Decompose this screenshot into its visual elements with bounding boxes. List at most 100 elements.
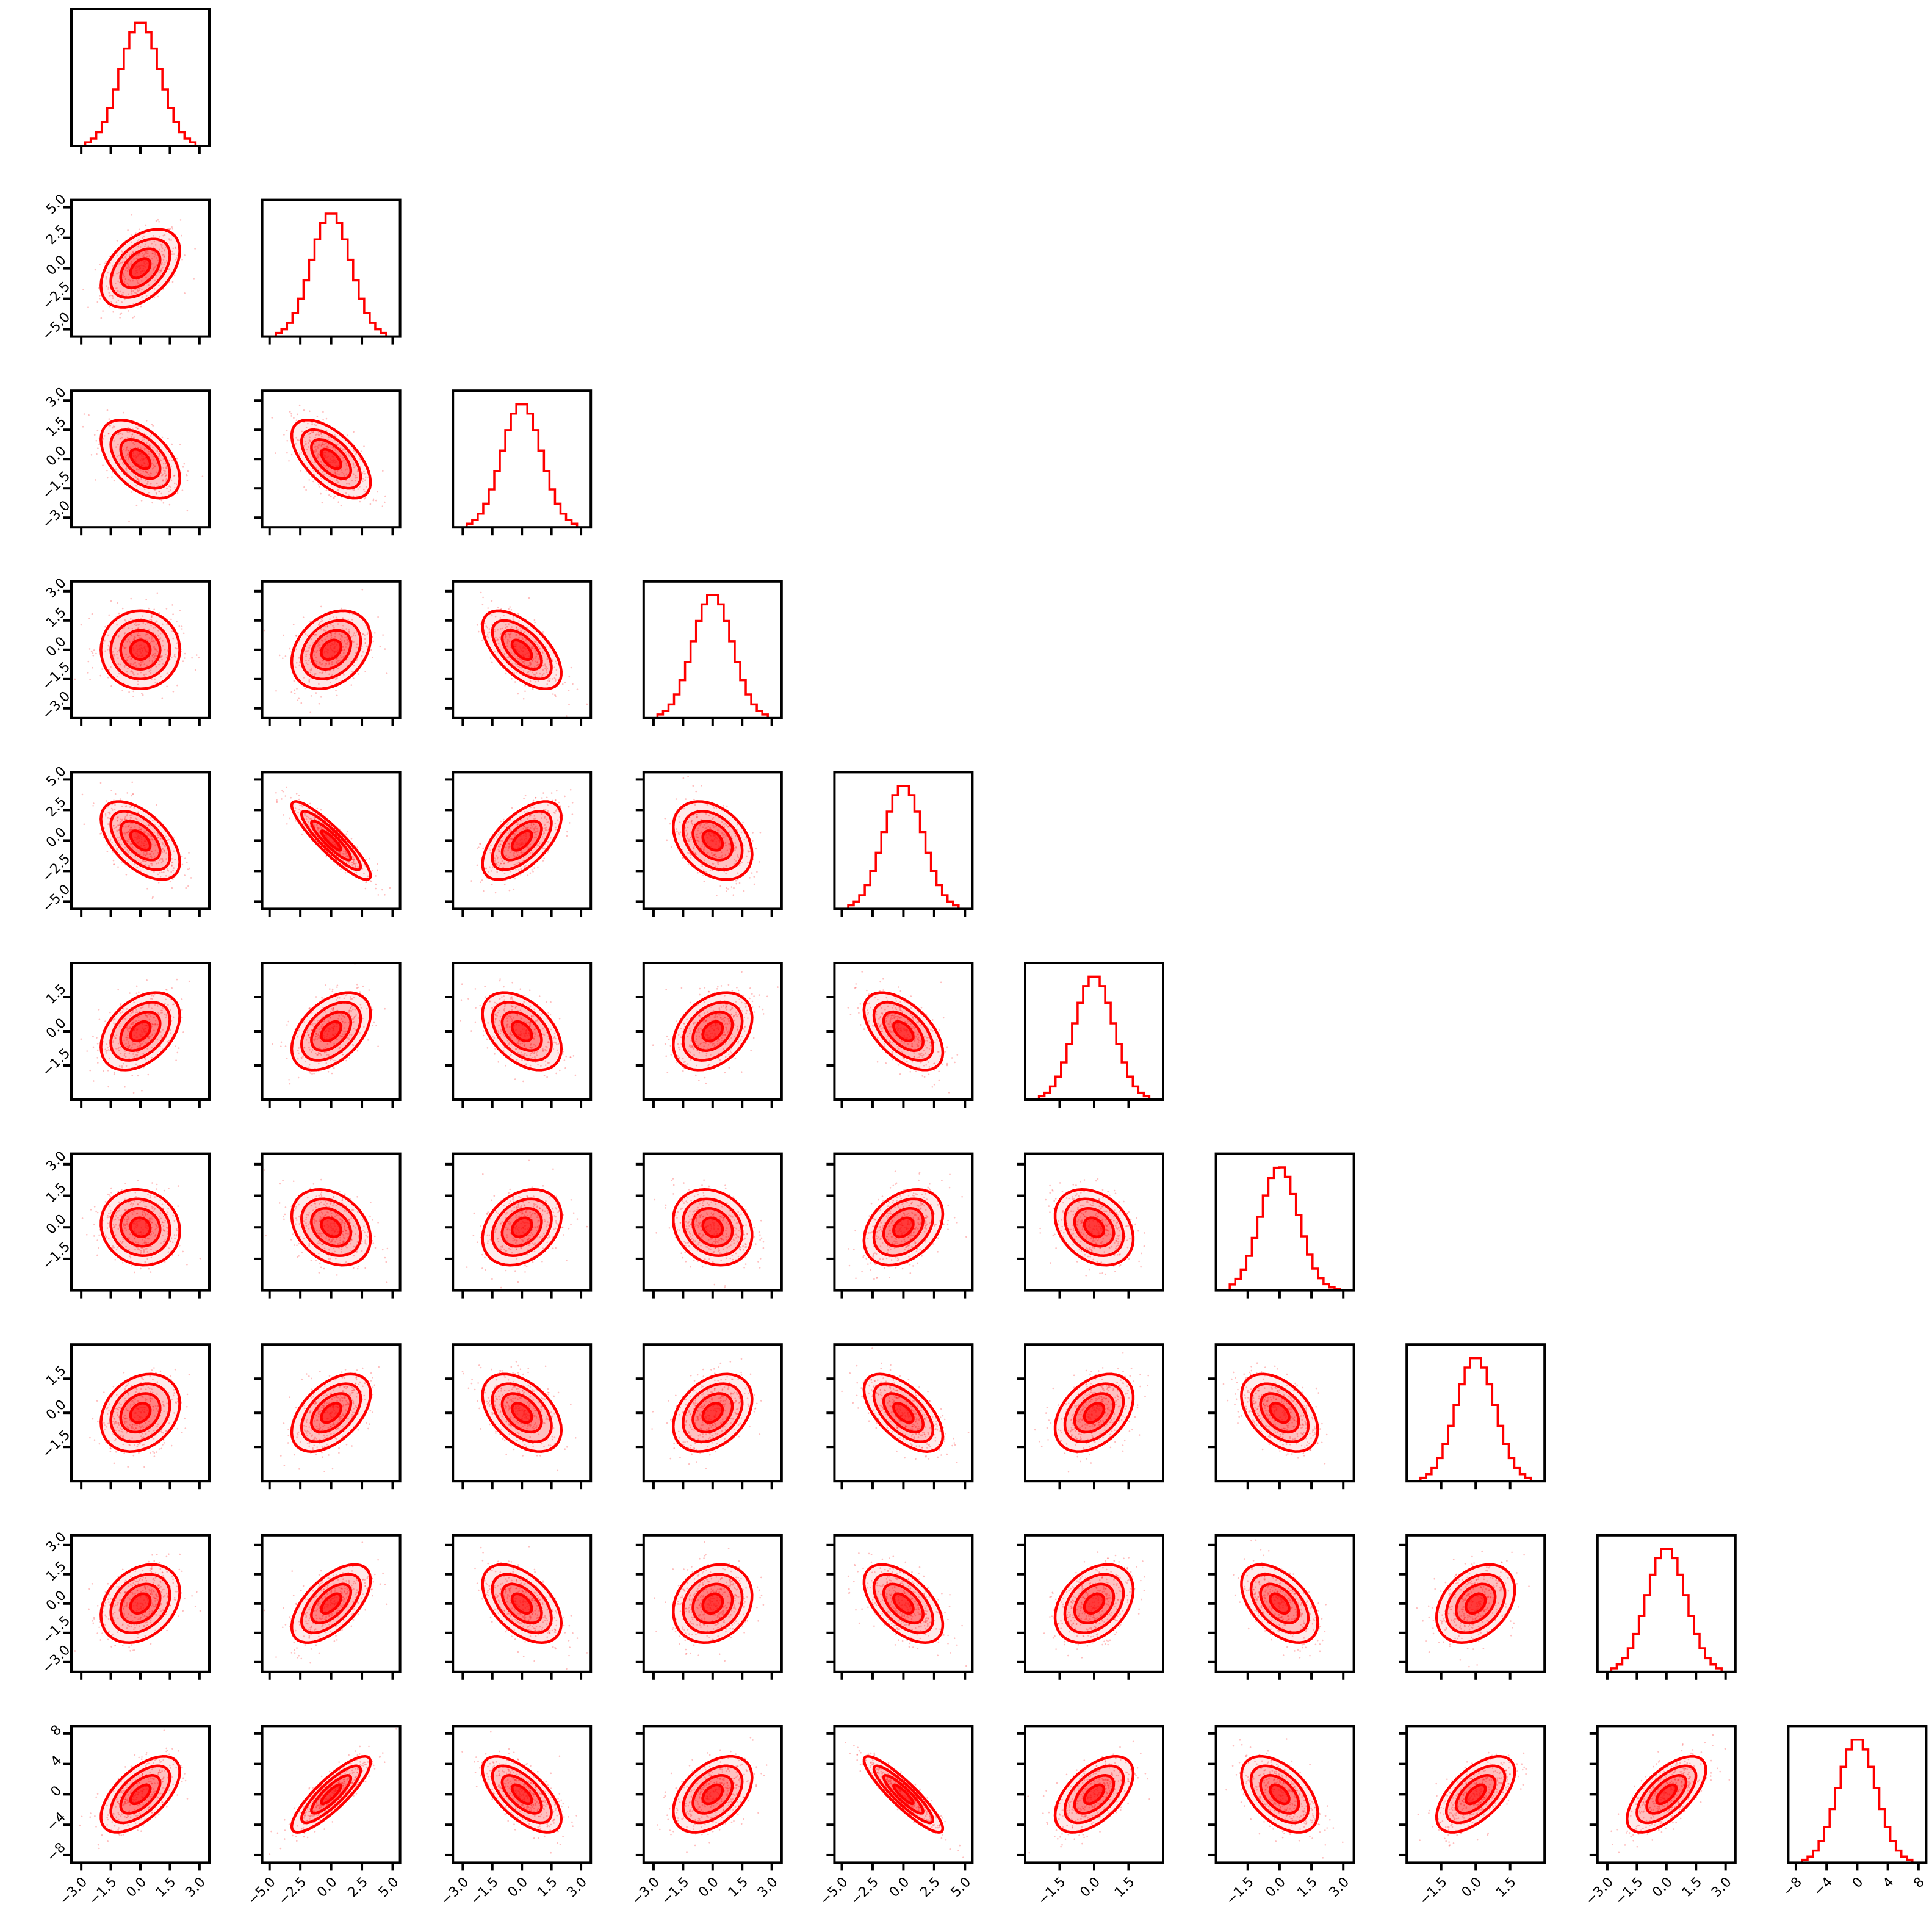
- contour-2-0-3: [129, 447, 152, 470]
- x-tick-label: 1.5: [1679, 1875, 1705, 1900]
- y-tick-label: 0.0: [43, 825, 69, 851]
- x-tick-label: 0.0: [887, 1875, 912, 1900]
- contour-7-0-3: [129, 1402, 152, 1424]
- contour-8-3-3: [701, 1592, 724, 1615]
- panel-3-2: [445, 580, 593, 726]
- panel-4-2: [445, 771, 593, 917]
- contour-9-1-3: [320, 1783, 342, 1806]
- contour-7-5-3: [1083, 1402, 1106, 1424]
- contour-9-4-3: [892, 1783, 915, 1806]
- x-tick-label: 5.0: [376, 1875, 402, 1900]
- contour-3-2-3: [510, 638, 533, 661]
- contour-6-3-3: [701, 1216, 724, 1238]
- panel-4-3: [635, 771, 783, 917]
- x-tick-label: −4: [1811, 1875, 1836, 1900]
- contour-9-5-3: [1083, 1783, 1106, 1806]
- x-tick-label: −3.0: [57, 1875, 90, 1908]
- contour-2-1-3: [320, 447, 342, 470]
- panel-6-6: [1214, 1152, 1355, 1299]
- panel-7-1: [254, 1343, 402, 1490]
- contour-3-1-3: [320, 638, 342, 661]
- y-tick-label: 1.5: [43, 1180, 69, 1206]
- panel-6-0: −1.50.0 1.5 3.0: [40, 1148, 211, 1299]
- x-tick-label: −1.5: [1416, 1875, 1450, 1908]
- y-tick-label: 0.0: [43, 253, 69, 278]
- y-tick-label: 1.5: [43, 1363, 69, 1388]
- x-tick-label: 1.5: [153, 1875, 179, 1900]
- y-tick-label: −1.5: [40, 1046, 73, 1080]
- contour-1-0-3: [129, 257, 152, 279]
- panel-4-4: [833, 771, 974, 917]
- panel-frame: [642, 580, 783, 719]
- panel-frame: [1405, 1343, 1546, 1483]
- x-tick-label: 5.0: [948, 1875, 974, 1900]
- panel-8-1: [254, 1534, 402, 1680]
- x-tick-label: 0.0: [1459, 1875, 1485, 1900]
- contour-6-4-3: [892, 1216, 915, 1238]
- contour-8-5-3: [1083, 1592, 1106, 1615]
- histogram-6: [1216, 1166, 1341, 1292]
- y-tick-label: 4: [48, 1753, 65, 1770]
- x-tick-label: 8: [1911, 1875, 1928, 1892]
- panel-9-3: −3.0−1.5 0.0 1.5 3.0: [629, 1725, 783, 1908]
- y-tick-label: 3.0: [43, 575, 69, 601]
- panel-5-1: [254, 962, 402, 1108]
- x-tick-label: −1.5: [1612, 1875, 1646, 1908]
- x-tick-label: 0.0: [1078, 1875, 1103, 1900]
- panel-7-4: [826, 1343, 974, 1490]
- y-tick-label: 1.5: [43, 414, 69, 439]
- histogram-1: [262, 212, 387, 338]
- y-tick-label: −1.5: [40, 1613, 73, 1646]
- histogram-9: [1788, 1739, 1914, 1864]
- contour-8-2-3: [510, 1592, 533, 1615]
- y-tick-label: 3.0: [43, 1529, 69, 1555]
- y-tick-label: 0.0: [43, 1015, 69, 1041]
- panel-3-1: [254, 580, 402, 726]
- contour-7-1-3: [320, 1402, 342, 1424]
- panel-8-3: [635, 1534, 783, 1680]
- contour-5-4-3: [892, 1020, 915, 1043]
- x-tick-label: 3.0: [1327, 1875, 1352, 1900]
- histogram-4: [834, 785, 960, 910]
- y-tick-label: 1.5: [43, 1559, 69, 1584]
- x-tick-label: −1.5: [467, 1875, 501, 1908]
- panel-8-4: [826, 1534, 974, 1680]
- panel-6-1: [254, 1152, 402, 1299]
- panel-7-0: −1.5 0.0 1.5: [40, 1343, 211, 1490]
- panel-1-1: [261, 198, 402, 345]
- panel-5-4: [826, 962, 974, 1108]
- y-tick-label: 1.5: [43, 981, 69, 1007]
- x-tick-label: 3.0: [755, 1875, 780, 1900]
- contour-5-0-3: [129, 1020, 152, 1043]
- panel-frame: [1024, 962, 1164, 1101]
- contour-8-1-3: [320, 1592, 342, 1615]
- x-tick-label: 3.0: [1709, 1875, 1734, 1900]
- panel-4-1: [254, 771, 402, 917]
- y-tick-label: −1.5: [40, 659, 73, 693]
- panel-7-7: [1405, 1343, 1546, 1490]
- panel-9-1: −5.0−2.5 0.0 2.5 5.0: [245, 1725, 402, 1908]
- y-tick-label: 2.5: [43, 795, 69, 820]
- panel-5-3: [635, 962, 783, 1108]
- x-tick-label: 0.0: [124, 1875, 150, 1900]
- x-tick-label: 1.5: [1112, 1875, 1137, 1900]
- x-tick-label: 3.0: [564, 1875, 590, 1900]
- y-tick-label: −5.0: [40, 309, 73, 343]
- x-tick-label: −2.5: [848, 1875, 881, 1908]
- contour-8-6-3: [1269, 1592, 1291, 1615]
- panel-5-5: [1024, 962, 1164, 1108]
- x-tick-label: −1.5: [1035, 1875, 1069, 1908]
- y-tick-label: −4: [44, 1809, 69, 1834]
- panel-8-7: [1399, 1534, 1546, 1680]
- contour-6-0-3: [129, 1216, 152, 1238]
- panel-frame: [452, 389, 593, 529]
- x-tick-label: −5.0: [817, 1875, 851, 1908]
- x-tick-label: 1.5: [726, 1875, 751, 1900]
- y-tick-label: 3.0: [43, 384, 69, 410]
- x-tick-label: −8: [1780, 1875, 1805, 1900]
- panel-8-5: [1017, 1534, 1164, 1680]
- contour-6-2-3: [510, 1216, 533, 1238]
- panel-frame: [1214, 1152, 1355, 1292]
- y-tick-label: −8: [44, 1840, 69, 1865]
- contour-7-3-3: [701, 1402, 724, 1424]
